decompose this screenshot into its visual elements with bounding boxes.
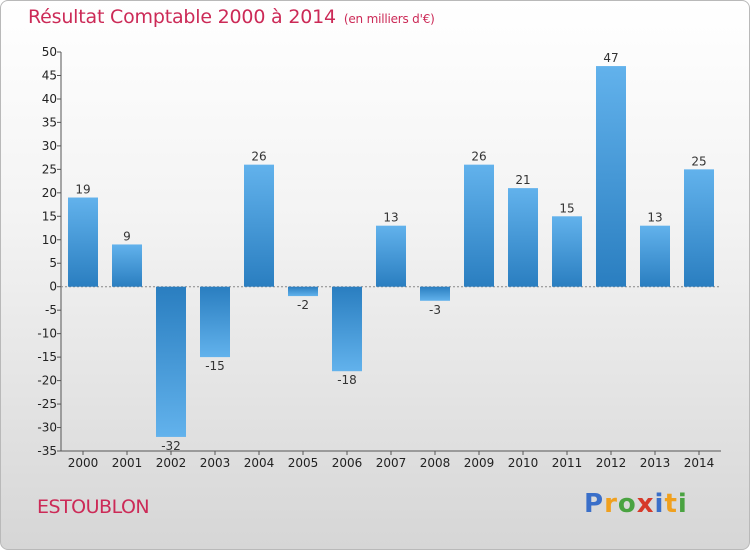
y-tick-label: -30 [37,421,57,435]
logo-letter: i [677,489,688,519]
proxiti-logo: Proxiti [584,489,688,519]
value-labels: 19 9 -32 -15 26 -2 -18 13 -3 26 21 15 47 13 25 [75,51,706,453]
data-label-2001: 9 [123,229,131,243]
bar-2002 [156,286,186,437]
logo-letter: o [617,489,637,519]
bar-2010 [508,188,538,287]
bar-2006 [332,286,362,372]
data-label-2012: 47 [603,51,618,65]
y-tick-label: -20 [37,374,57,388]
logo-letter: r [604,489,618,519]
y-tick-label: -35 [37,444,57,458]
bar-2004 [244,164,274,287]
data-label-2007: 13 [383,211,398,225]
x-tick-label: 2014 [684,456,715,470]
y-tick-label: 15 [42,209,57,223]
y-tick-label: -15 [37,350,57,364]
place-name: ESTOUBLON [37,496,150,518]
bar-2000 [68,197,98,287]
chart-title: Résultat Comptable 2000 à 2014 (en millie… [28,6,435,28]
data-label-2006: -18 [337,373,357,387]
bar-2012 [596,66,626,287]
bar-2005 [288,286,318,297]
x-tick-label: 2010 [508,456,539,470]
bar-2008 [420,286,450,301]
logo-letter: x [636,489,655,519]
y-tick-label: 5 [49,256,57,270]
x-tick-label: 2008 [420,456,451,470]
logo-letter: t [664,489,678,519]
data-label-2005: -2 [297,298,309,312]
y-tick-label: 50 [42,45,57,59]
x-tick-label: 2000 [68,456,99,470]
x-tick-label: 2001 [112,456,143,470]
y-tick-label: 45 [42,68,57,82]
x-tick-label: 2005 [288,456,319,470]
y-tick-label: 30 [42,139,57,153]
logo-letter: P [584,489,605,519]
y-tick-label: -5 [45,303,57,317]
y-tick-label: 10 [42,233,57,247]
x-tick-label: 2011 [552,456,583,470]
data-label-2011: 15 [559,201,574,215]
data-label-2000: 19 [75,183,90,197]
y-tick-label: 35 [42,115,57,129]
data-label-2004: 26 [251,150,266,164]
data-label-2010: 21 [515,173,530,187]
bar-2003 [200,286,230,358]
bar-2009 [464,164,494,287]
x-tick-label: 2013 [640,456,671,470]
x-tick-label: 2007 [376,456,407,470]
x-tick-label: 2004 [244,456,275,470]
data-label-2002: -32 [161,439,181,453]
logo-letter: i [654,489,665,519]
x-tick-label: 2002 [156,456,187,470]
bars [68,66,714,437]
bar-2014 [684,169,714,287]
data-label-2014: 25 [691,154,706,168]
x-tick-label: 2009 [464,456,495,470]
bar-2007 [376,225,406,287]
y-tick-label: 0 [49,280,57,294]
data-label-2003: -15 [205,359,225,373]
chart-title-text: Résultat Comptable 2000 à 2014 [28,6,336,28]
y-tick-label: 20 [42,186,57,200]
bar-2011 [552,216,582,287]
y-tick-label: 25 [42,162,57,176]
data-label-2009: 26 [471,150,486,164]
chart-subtitle: (en milliers d'€) [343,12,435,26]
y-tick-label: -25 [37,397,57,411]
x-tick-label: 2006 [332,456,363,470]
x-tick-label: 2012 [596,456,627,470]
bar-2013 [640,225,670,287]
y-tick-label: 40 [42,92,57,106]
data-label-2013: 13 [647,211,662,225]
x-tick-label: 2003 [200,456,231,470]
y-tick-label: -10 [37,327,57,341]
data-label-2008: -3 [429,303,441,317]
bar-2001 [112,244,142,287]
